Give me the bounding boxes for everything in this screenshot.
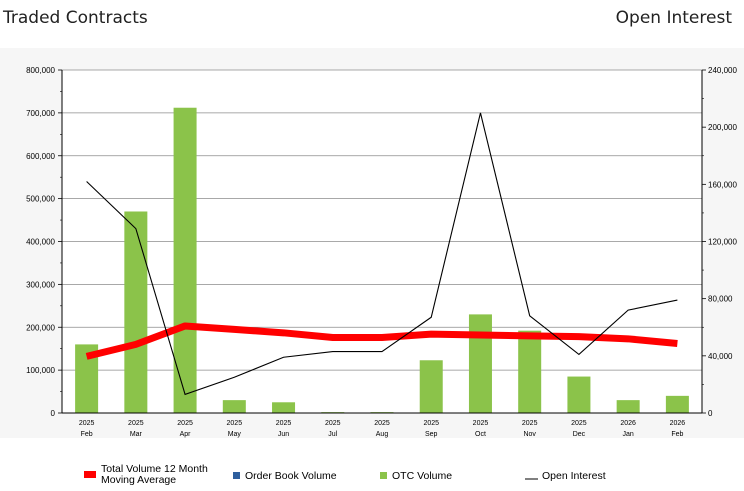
x-tick-year: 2025 (128, 420, 144, 427)
right-tick-label: 80,000 (708, 295, 733, 304)
plot-background (0, 48, 744, 438)
right-tick-label: 240,000 (708, 66, 737, 75)
x-tick-month: Aug (376, 431, 389, 438)
x-tick-month: Sep (425, 431, 438, 438)
x-tick-year: 2025 (79, 420, 95, 427)
legend-label-moving-average: Total Volume 12 Month (101, 463, 208, 475)
right-tick-label: 0 (708, 409, 713, 418)
axes: 0 100,000 200,000 300,000 400,000 500,000 600,… (26, 66, 737, 438)
grid-lines (62, 69, 702, 371)
x-tick-year: 2025 (177, 420, 193, 427)
left-tick-label: 700,000 (26, 109, 55, 118)
otc-volume-bars (75, 107, 689, 413)
left-tick-label: 800,000 (26, 66, 55, 75)
right-tick-label: 40,000 (708, 352, 733, 361)
x-tick-year: 2025 (522, 420, 538, 427)
otc-volume-bar (468, 314, 492, 413)
legend-label-open-interest: Open Interest (542, 470, 606, 482)
x-tick-month: Jun (278, 431, 289, 438)
left-tick-label: 0 (51, 409, 56, 418)
x-tick-year: 2026 (620, 420, 636, 427)
otc-volume-bar (616, 400, 640, 413)
left-tick-label: 500,000 (26, 195, 55, 204)
right-tick-label: 200,000 (708, 123, 737, 132)
otc-volume-bar (419, 360, 443, 413)
x-tick-month: Jul (328, 431, 337, 438)
x-tick-year: 2025 (473, 420, 489, 427)
left-tick-label: 200,000 (26, 323, 55, 332)
right-tick-label: 160,000 (708, 180, 737, 189)
x-tick-month: Dec (573, 431, 586, 438)
x-tick-year: 2026 (670, 420, 686, 427)
left-tick-label: 300,000 (26, 280, 55, 289)
otc-volume-bar (75, 344, 99, 413)
x-tick-month: Feb (81, 431, 93, 438)
x-tick-month: Apr (180, 431, 192, 438)
left-tick-label: 100,000 (26, 366, 55, 375)
right-tick-label: 120,000 (708, 238, 737, 247)
otc-volume-bar (272, 402, 296, 413)
left-tick-label: 400,000 (26, 238, 55, 247)
left-axis-title: Traded Contracts (3, 8, 148, 28)
x-tick-month: Mar (130, 431, 143, 438)
x-tick-year: 2025 (325, 420, 341, 427)
otc-volume-bar (173, 107, 197, 413)
x-tick-month: May (228, 431, 242, 438)
x-tick-month: Jan (623, 431, 634, 438)
left-tick-label: 600,000 (26, 152, 55, 161)
otc-volume-bar (222, 400, 246, 413)
open-interest-line (86, 112, 678, 396)
x-tick-month: Feb (671, 431, 683, 438)
x-tick-month: Oct (475, 431, 486, 438)
x-tick-month: Nov (523, 431, 536, 438)
legend-swatch-moving-average (84, 471, 96, 478)
legend-label-order-book: Order Book Volume (245, 470, 337, 482)
otc-volume-bar (665, 395, 689, 413)
otc-volume-bar (124, 211, 148, 413)
legend-label-moving-average-line2: Moving Average (101, 474, 176, 486)
right-axis-title: Open Interest (615, 8, 732, 28)
x-tick-year: 2025 (374, 420, 390, 427)
legend-label-otc-volume: OTC Volume (392, 470, 452, 482)
x-tick-year: 2025 (227, 420, 243, 427)
x-tick-year: 2025 (276, 420, 292, 427)
legend-swatch-otc-volume (380, 472, 387, 479)
x-tick-year: 2025 (423, 420, 439, 427)
otc-volume-bar (567, 376, 591, 413)
moving-average-line (85, 322, 678, 360)
legend-swatch-order-book (233, 472, 240, 479)
otc-volume-bar (518, 330, 542, 413)
series-lines (85, 112, 678, 396)
x-tick-year: 2025 (571, 420, 587, 427)
